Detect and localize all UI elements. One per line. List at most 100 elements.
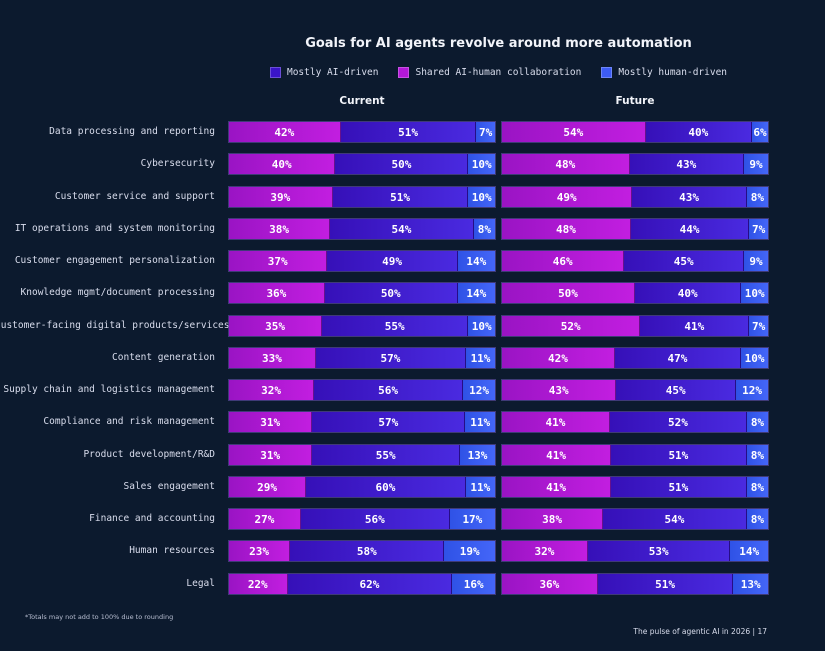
category-label: Finance and accounting [89, 513, 215, 524]
bar-segment: 56% [300, 509, 450, 529]
stacked-bar-current: 32% 56% 12% [228, 379, 496, 401]
stacked-bar-current: 37% 49% 14% [228, 250, 496, 272]
bar-segment: 39% [229, 187, 333, 207]
page-info: The pulse of agentic AI in 2026 | 17 [633, 627, 767, 636]
legend-swatch-shared [398, 67, 410, 78]
stacked-bar-current: 31% 55% 13% [228, 444, 496, 466]
bar-segment: 41% [502, 412, 610, 432]
bar-segment: 48% [502, 219, 631, 239]
bar-segment: 14% [730, 541, 768, 561]
bar-segment: 51% [611, 445, 747, 465]
category-label: IT operations and system monitoring [14, 223, 215, 234]
bar-segment: 7% [476, 122, 495, 142]
stacked-bar-future: 48% 44% 7% [501, 218, 769, 240]
bar-segment: 53% [587, 541, 731, 561]
bar-segment: 19% [444, 541, 495, 561]
stacked-bar-future: 52% 41% 7% [501, 315, 769, 337]
stacked-bar-future: 41% 51% 8% [501, 444, 769, 466]
bar-segment: 40% [229, 154, 336, 174]
bar-segment: 47% [614, 348, 742, 368]
bar-segment: 13% [733, 574, 768, 594]
bar-segment: 29% [229, 477, 307, 497]
bar-segment: 62% [287, 574, 453, 594]
bar-segment: 50% [324, 283, 458, 303]
legend-item-ai: Mostly AI-driven [269, 67, 379, 78]
bar-segment: 22% [229, 574, 288, 594]
category-label: Customer service and support [54, 191, 215, 202]
bar-segment: 51% [597, 574, 734, 594]
stacked-bar-current: 36% 50% 14% [228, 282, 496, 304]
category-label: Legal [186, 578, 215, 589]
bar-segment: 23% [229, 541, 291, 561]
bar-segment: 10% [741, 283, 768, 303]
stacked-bar-current: 22% 62% 16% [228, 573, 496, 595]
legend-swatch-ai [269, 67, 281, 78]
bar-segment: 8% [746, 477, 768, 497]
bar-segment: 11% [465, 477, 495, 497]
bar-segment: 44% [630, 219, 750, 239]
bar-segment: 51% [611, 477, 747, 497]
bar-segment: 54% [502, 122, 646, 142]
bar-segment: 9% [744, 154, 768, 174]
bar-segment: 11% [466, 348, 495, 368]
legend-label-human: Mostly human-driven [618, 67, 728, 78]
bar-segment: 43% [632, 187, 747, 207]
stacked-bar-current: 33% 57% 11% [228, 347, 496, 369]
legend-label-ai: Mostly AI-driven [286, 67, 379, 78]
stacked-bar-future: 32% 53% 14% [501, 540, 769, 562]
bar-segment: 43% [502, 380, 617, 400]
bar-segment: 51% [340, 122, 477, 142]
bar-segment: 56% [314, 380, 464, 400]
panel-title-future: Future [615, 95, 655, 107]
bar-segment: 55% [322, 316, 469, 336]
chart-title: Goals for AI agents revolve around more … [305, 36, 692, 51]
bar-segment: 52% [609, 412, 747, 432]
bar-segment: 8% [746, 412, 768, 432]
bar-segment: 16% [452, 574, 495, 594]
bar-segment: 37% [229, 251, 328, 271]
bar-segment: 49% [327, 251, 458, 271]
bar-segment: 12% [736, 380, 768, 400]
bar-segment: 8% [746, 445, 768, 465]
bar-segment: 38% [502, 509, 604, 529]
bar-segment: 60% [306, 477, 466, 497]
category-label: Product development/R&D [83, 449, 215, 460]
bar-segment: 42% [502, 348, 615, 368]
stacked-bar-current: 29% 60% 11% [228, 476, 496, 498]
stacked-bar-future: 50% 40% 10% [501, 282, 769, 304]
bar-segment: 8% [746, 509, 768, 529]
bar-segment: 40% [645, 122, 753, 142]
stacked-bar-future: 41% 51% 8% [501, 476, 769, 498]
bar-segment: 58% [290, 541, 445, 561]
footnote: *Totals may not add to 100% due to round… [25, 613, 174, 621]
bar-segment: 35% [229, 316, 323, 336]
legend-label-shared: Shared AI-human collaboration [415, 67, 582, 78]
category-label: Human resources [129, 545, 215, 556]
stacked-bar-future: 38% 54% 8% [501, 508, 769, 530]
stacked-bar-current: 39% 51% 10% [228, 186, 496, 208]
bar-segment: 13% [460, 445, 495, 465]
bar-segment: 8% [746, 187, 768, 207]
bar-segment: 10% [468, 154, 495, 174]
bar-segment: 7% [749, 219, 768, 239]
bar-segment: 10% [741, 348, 768, 368]
bar-segment: 17% [449, 509, 495, 529]
stacked-bar-current: 42% 51% 7% [228, 121, 496, 143]
stacked-bar-current: 38% 54% 8% [228, 218, 496, 240]
legend: Mostly AI-driven Shared AI-human collabo… [229, 67, 768, 78]
bar-segment: 32% [502, 541, 588, 561]
category-label: Sales engagement [123, 481, 215, 492]
bar-segment: 43% [629, 154, 745, 174]
bar-segment: 11% [465, 412, 495, 432]
bar-segment: 45% [624, 251, 745, 271]
stacked-bar-current: 27% 56% 17% [228, 508, 496, 530]
bar-segment: 52% [502, 316, 641, 336]
bar-segment: 46% [502, 251, 625, 271]
bar-segment: 40% [635, 283, 742, 303]
bar-segment: 6% [752, 122, 768, 142]
bar-segment: 12% [463, 380, 495, 400]
bar-segment: 54% [330, 219, 474, 239]
stacked-bar-current: 31% 57% 11% [228, 411, 496, 433]
bar-segment: 33% [229, 348, 316, 368]
bar-segment: 36% [502, 574, 598, 594]
